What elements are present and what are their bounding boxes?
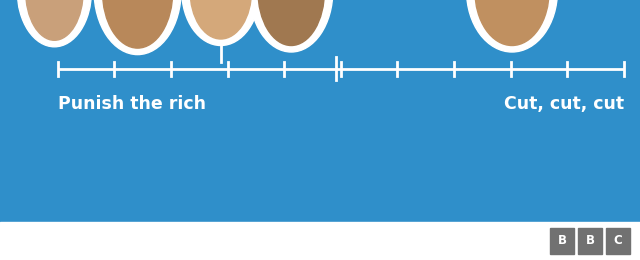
Bar: [606, 228, 630, 254]
Bar: [0, 222, 640, 260]
Text: C: C: [614, 235, 623, 248]
Text: B: B: [557, 235, 566, 248]
Ellipse shape: [102, 0, 173, 48]
Text: B: B: [586, 235, 595, 248]
Ellipse shape: [94, 0, 181, 55]
Text: Cut, cut, cut: Cut, cut, cut: [504, 95, 624, 113]
Ellipse shape: [190, 0, 252, 39]
Ellipse shape: [250, 0, 333, 52]
Ellipse shape: [17, 0, 92, 47]
Ellipse shape: [467, 0, 557, 52]
Bar: [578, 228, 602, 254]
Ellipse shape: [258, 0, 324, 46]
Text: Punish the rich: Punish the rich: [58, 95, 205, 113]
Ellipse shape: [26, 0, 83, 40]
Bar: [550, 228, 574, 254]
Ellipse shape: [182, 0, 260, 46]
Ellipse shape: [475, 0, 549, 46]
